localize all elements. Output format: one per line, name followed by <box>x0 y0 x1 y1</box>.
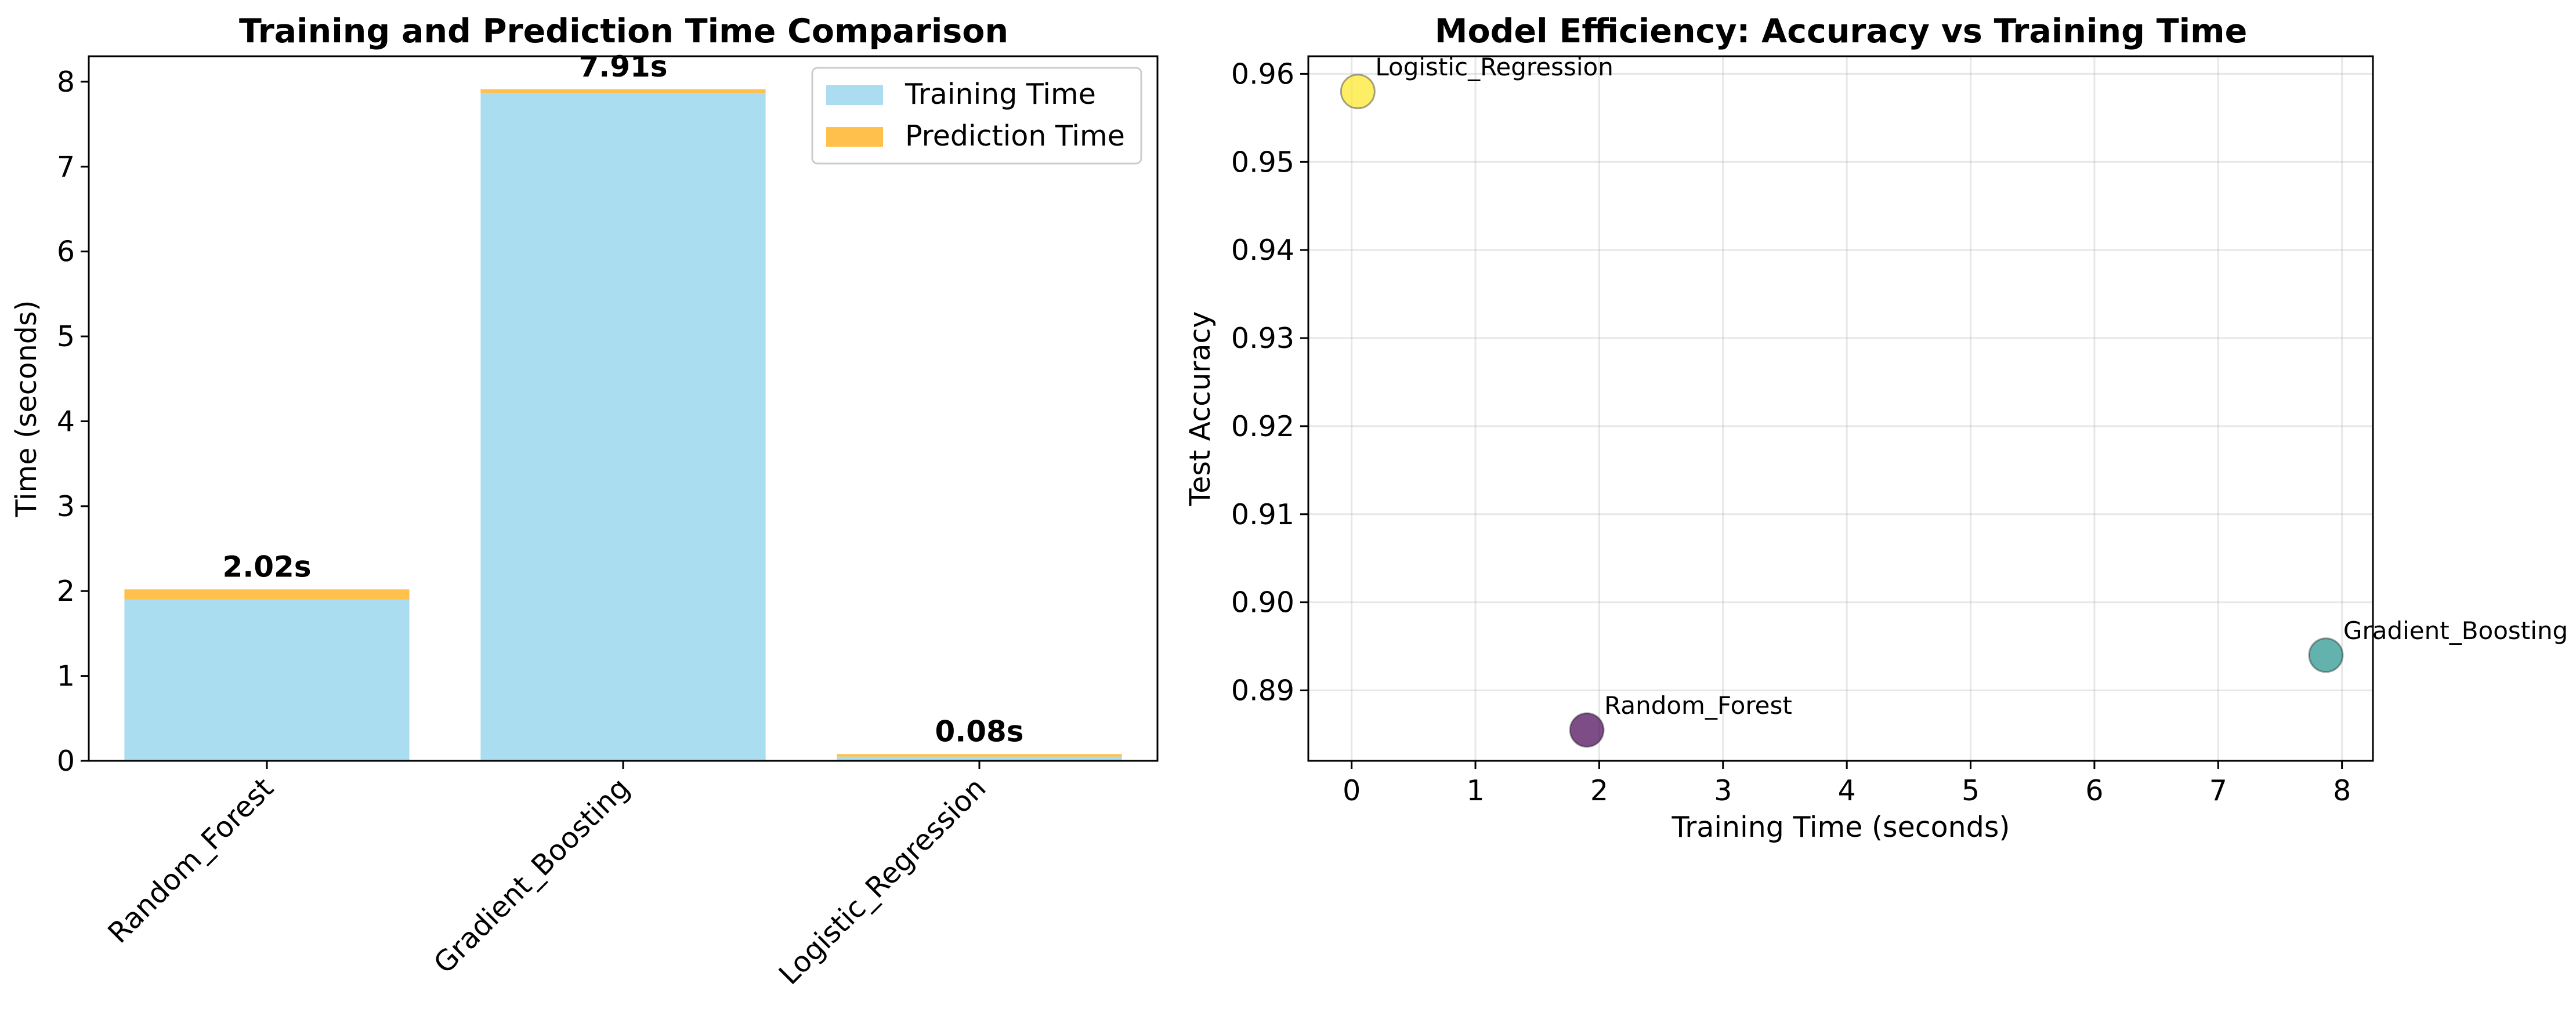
chart2-x-tick-label: 6 <box>2085 774 2103 807</box>
point-label-logistic-regression: Logistic_Regression <box>1375 53 1613 81</box>
point-label-gradient-boosting: Gradient_Boosting <box>2343 616 2568 645</box>
chart2-plot-area: 0 1 2 3 4 5 6 7 8 0.89 0.90 0.91 0.92 0.93 0.94 0.95 0.9… <box>1231 53 2568 807</box>
chart2-y-tick-label: 0.95 <box>1231 146 1294 179</box>
bar-logistic-regression-training <box>837 756 1122 761</box>
chart1-x-tick-label: Gradient_Boosting <box>428 771 636 980</box>
bar-random-forest-prediction <box>124 589 410 600</box>
bar-total-label: 2.02s <box>222 550 311 583</box>
legend-label-prediction: Prediction Time <box>905 119 1125 153</box>
bar-gradient-boosting-prediction <box>480 89 766 93</box>
chart2-y-tick-label: 0.96 <box>1231 57 1294 90</box>
chart1-y-tick-label: 6 <box>57 235 75 268</box>
chart2-x-tick-label: 4 <box>1838 774 1856 807</box>
chart1-y-tick-label: 0 <box>57 745 75 778</box>
chart2-x-tick-label: 0 <box>1343 774 1361 807</box>
chart1-x-tick-label: Random_Forest <box>102 771 280 949</box>
bar-total-label: 7.91s <box>578 50 667 84</box>
chart2-x-axis-label: Training Time (seconds) <box>1671 811 2010 844</box>
legend-swatch-prediction <box>826 127 883 147</box>
chart1-frame <box>88 55 1159 762</box>
chart2-x-tick-label: 1 <box>1466 774 1484 807</box>
legend-swatch-training <box>826 85 883 105</box>
point-random-forest <box>1569 712 1605 748</box>
chart2-x-tick-label: 7 <box>2209 774 2227 807</box>
chart2-x-tick-label: 2 <box>1590 774 1608 807</box>
chart1-x-tick-label: Logistic_Regression <box>773 771 993 991</box>
chart1-y-axis-label: Time (seconds) <box>10 300 43 517</box>
chart2-x-tick-label: 3 <box>1714 774 1732 807</box>
chart1-y-tick-label: 2 <box>57 575 75 608</box>
chart1-y-tick-label: 5 <box>57 320 75 353</box>
bar-random-forest-training <box>124 599 410 761</box>
bar-total-label: 0.08s <box>935 714 1023 748</box>
chart2-y-tick-label: 0.93 <box>1231 322 1294 355</box>
point-label-random-forest: Random_Forest <box>1604 691 1792 720</box>
chart2-y-axis-label: Test Accuracy <box>1184 311 1217 507</box>
time-comparison-chart: Training and Prediction Time Comparison … <box>10 12 1159 991</box>
chart1-y-tick-label: 3 <box>57 490 75 523</box>
chart1-plot-area: 0 1 2 3 4 5 6 7 8 2.02s Random_Forest 7.91s Gradient… <box>57 50 1122 991</box>
chart1-y-tick-label: 1 <box>57 660 75 693</box>
point-logistic-regression <box>1340 74 1376 110</box>
legend-label-training: Training Time <box>905 78 1096 111</box>
chart2-y-tick-label: 0.91 <box>1231 498 1294 531</box>
chart1-y-tick-label: 8 <box>57 66 75 99</box>
chart2-x-tick-label: 5 <box>1962 774 1980 807</box>
chart1-legend: Training Time Prediction Time <box>811 67 1142 165</box>
bar-gradient-boosting-training <box>480 92 766 761</box>
chart2-frame <box>1307 55 2374 762</box>
chart1-y-tick-label: 7 <box>57 150 75 183</box>
legend-box <box>811 67 1142 165</box>
point-gradient-boosting <box>2308 637 2344 673</box>
bar-logistic-regression-prediction <box>837 754 1122 757</box>
efficiency-scatter-chart: Model Efficiency: Accuracy vs Training T… <box>1184 12 2568 844</box>
chart2-y-tick-label: 0.90 <box>1231 586 1294 619</box>
chart2-y-tick-label: 0.94 <box>1231 234 1294 267</box>
chart1-title: Training and Prediction Time Comparison <box>239 12 1008 50</box>
chart2-title: Model Efficiency: Accuracy vs Training T… <box>1435 12 2247 50</box>
chart2-y-tick-label: 0.89 <box>1231 674 1294 707</box>
chart1-y-tick-label: 4 <box>57 405 75 438</box>
chart2-x-tick-label: 8 <box>2333 774 2351 807</box>
chart2-y-tick-label: 0.92 <box>1231 410 1294 443</box>
